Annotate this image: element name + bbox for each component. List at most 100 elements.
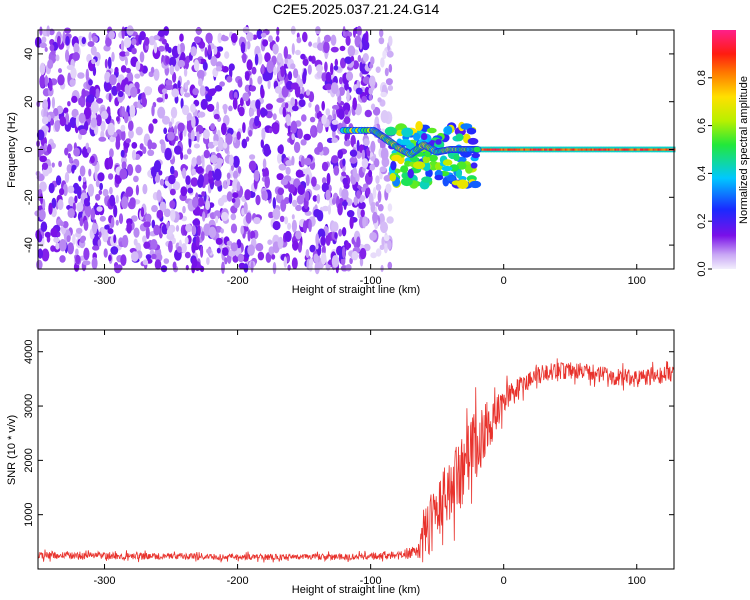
spectrogram-cell	[282, 107, 287, 118]
spectrogram-y-axis-label: Frequency (Hz)	[6, 112, 18, 188]
spectrogram-cell	[36, 259, 43, 270]
spectrogram-cell	[291, 219, 297, 233]
spectrogram-cell	[504, 148, 507, 151]
spectrogram-cell	[359, 247, 367, 260]
spectrogram-cell	[321, 182, 329, 193]
snr-x-axis-label: Height of straight line (km)	[292, 584, 420, 596]
spectrogram-cell	[65, 35, 70, 46]
spectrogram-cell	[386, 216, 394, 224]
spectrogram-cell	[355, 173, 360, 183]
spectrogram-cell	[140, 206, 145, 218]
spectrogram-cell	[274, 86, 282, 94]
spectrogram-cell	[120, 65, 127, 73]
spectrogram-cell	[243, 201, 248, 215]
spectrogram-cell	[245, 212, 252, 224]
spectrogram-cell	[51, 197, 57, 209]
spectrogram-cell	[265, 103, 273, 110]
spectrogram-cell	[230, 33, 238, 43]
spectrogram-cell	[455, 133, 464, 142]
spectrogram-cell	[101, 110, 109, 120]
spectrogram-cell	[102, 188, 109, 197]
spectrogram-cell	[379, 166, 387, 173]
spectrogram-cell	[156, 97, 164, 103]
spectrogram-cell	[362, 53, 369, 62]
spectrogram-cell	[291, 257, 298, 270]
spectrogram-cell	[39, 181, 47, 192]
spectrogram-cell	[342, 102, 351, 113]
spectrogram-cell	[371, 84, 375, 91]
spectrogram-cell	[91, 58, 96, 65]
spectrogram-cell	[177, 122, 185, 132]
spectrogram-cell	[78, 175, 82, 182]
spectrogram-cell	[46, 25, 50, 37]
spectrogram-cell	[177, 43, 181, 55]
spectrogram-cell	[349, 257, 353, 265]
spectrogram-cell	[187, 187, 194, 194]
spectrogram-cell	[257, 75, 263, 85]
spectrogram-cell	[276, 26, 280, 36]
spectrogram-cell	[226, 178, 231, 187]
spectrogram-cell	[179, 42, 185, 54]
spectrogram-cell	[568, 148, 571, 151]
spectrogram-cell	[55, 242, 60, 250]
spectrogram-cell	[627, 148, 630, 151]
spectrogram-cell	[44, 75, 48, 87]
spectrogram-cell	[143, 241, 151, 249]
spectrogram-cell	[334, 232, 338, 239]
spectrogram-cell	[83, 121, 89, 132]
spectrogram-cell	[195, 166, 204, 174]
snr-y-tick-label: 1000	[23, 502, 35, 526]
spectrogram-cell	[502, 148, 505, 151]
spectrogram-cell	[85, 101, 92, 109]
spectrogram-cell	[221, 261, 225, 274]
spectrogram-cell	[100, 120, 106, 132]
spectrogram-cell	[345, 35, 351, 46]
spectrogram-cell	[164, 93, 168, 100]
spectrogram-cell	[123, 37, 132, 48]
spectrogram-cell	[624, 148, 626, 151]
spectrogram-cell	[344, 133, 348, 142]
spectrogram-cell	[90, 45, 97, 56]
spectrogram-cell	[293, 141, 301, 154]
spectrogram-cell	[143, 221, 151, 228]
spectrogram-cell	[190, 46, 197, 57]
spectrogram-cell	[121, 196, 129, 210]
spectrogram-cell	[168, 240, 173, 253]
spectrogram-cell	[262, 39, 269, 47]
spectrogram-cell	[660, 148, 663, 151]
spectrogram-cell	[71, 95, 78, 103]
spectrogram-cell	[271, 254, 276, 260]
spectrogram-cell	[109, 186, 113, 195]
spectrogram-cell	[50, 227, 58, 238]
spectrogram-cell	[121, 26, 125, 39]
spectrogram-cell	[141, 96, 147, 108]
spectrogram-cell	[142, 146, 147, 154]
spectrogram-cell	[303, 68, 307, 78]
spectrogram-cell	[311, 176, 317, 187]
spectrogram-cell	[529, 148, 532, 151]
spectrogram-cell	[377, 190, 382, 203]
spectrogram-cell	[226, 191, 233, 202]
spectrogram-cell	[413, 161, 426, 170]
spectrogram-cell	[494, 148, 497, 151]
spectrogram-cell	[407, 168, 414, 179]
spectrogram-cell	[657, 148, 660, 151]
spectrogram-cell	[213, 113, 220, 120]
spectrogram-cell	[185, 223, 193, 233]
spectrogram-cell	[225, 133, 233, 145]
snr-y-tick-label: 4000	[23, 339, 35, 363]
spectrogram-cell	[107, 122, 115, 136]
spectrogram-cell	[145, 254, 152, 260]
spectrogram-cell	[228, 105, 233, 112]
spectrogram-cell	[284, 230, 292, 243]
spectrogram-cell	[361, 95, 368, 103]
spectrogram-cell	[57, 199, 64, 211]
spectrogram-cell	[236, 181, 241, 192]
spectrogram-cell	[272, 220, 281, 231]
spectrogram-cell	[191, 257, 198, 268]
spectrogram-cell	[471, 152, 481, 159]
spectrogram-cell	[280, 58, 284, 68]
spectrogram-cell	[285, 159, 293, 167]
spectrogram-cell	[197, 111, 206, 118]
spectrogram-cell	[85, 68, 90, 82]
